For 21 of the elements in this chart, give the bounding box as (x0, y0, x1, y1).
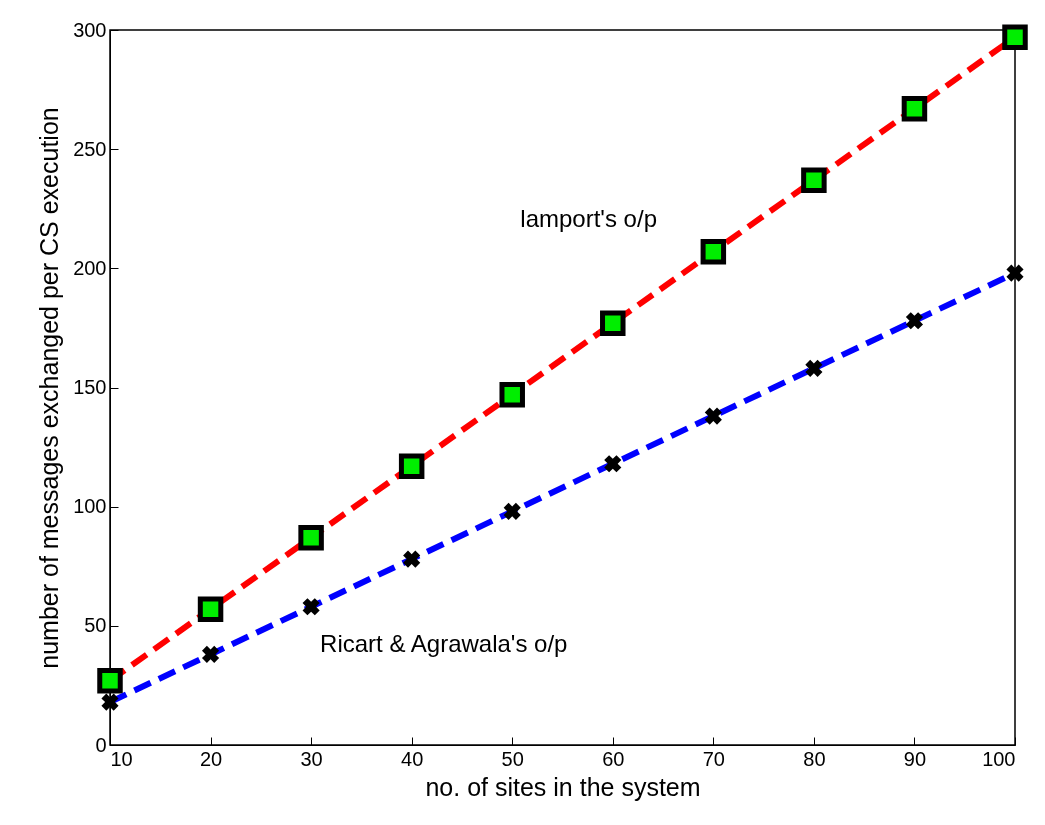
y-tick-label: 200 (73, 256, 107, 279)
series-label: Ricart & Agrawala's o/p (320, 629, 568, 657)
y-tick-label: 0 (95, 733, 107, 756)
x-tick-label: 100 (982, 747, 1016, 770)
x-tick-label: 90 (903, 747, 927, 770)
x-tick-label: 50 (501, 747, 524, 770)
y-tick-label: 300 (73, 18, 107, 41)
y-tick-label: 100 (73, 495, 107, 518)
y-tick-label: 250 (73, 137, 107, 160)
y-axis-title: number of messages exchanged per CS execution (35, 107, 64, 669)
x-tick-label: 10 (110, 747, 133, 770)
x-tick-label: 20 (199, 747, 223, 770)
x-tick-label: 60 (602, 747, 625, 770)
x-tick-label: 80 (803, 747, 826, 770)
x-tick-label: 30 (300, 747, 323, 770)
y-tick-label: 50 (84, 614, 107, 637)
x-tick-label: 70 (702, 747, 725, 770)
x-tick-label: 40 (401, 747, 424, 770)
x-axis-title: no. of sites in the system (425, 772, 701, 801)
series-label: lamport's o/p (520, 204, 657, 232)
y-tick-label: 150 (73, 376, 107, 398)
